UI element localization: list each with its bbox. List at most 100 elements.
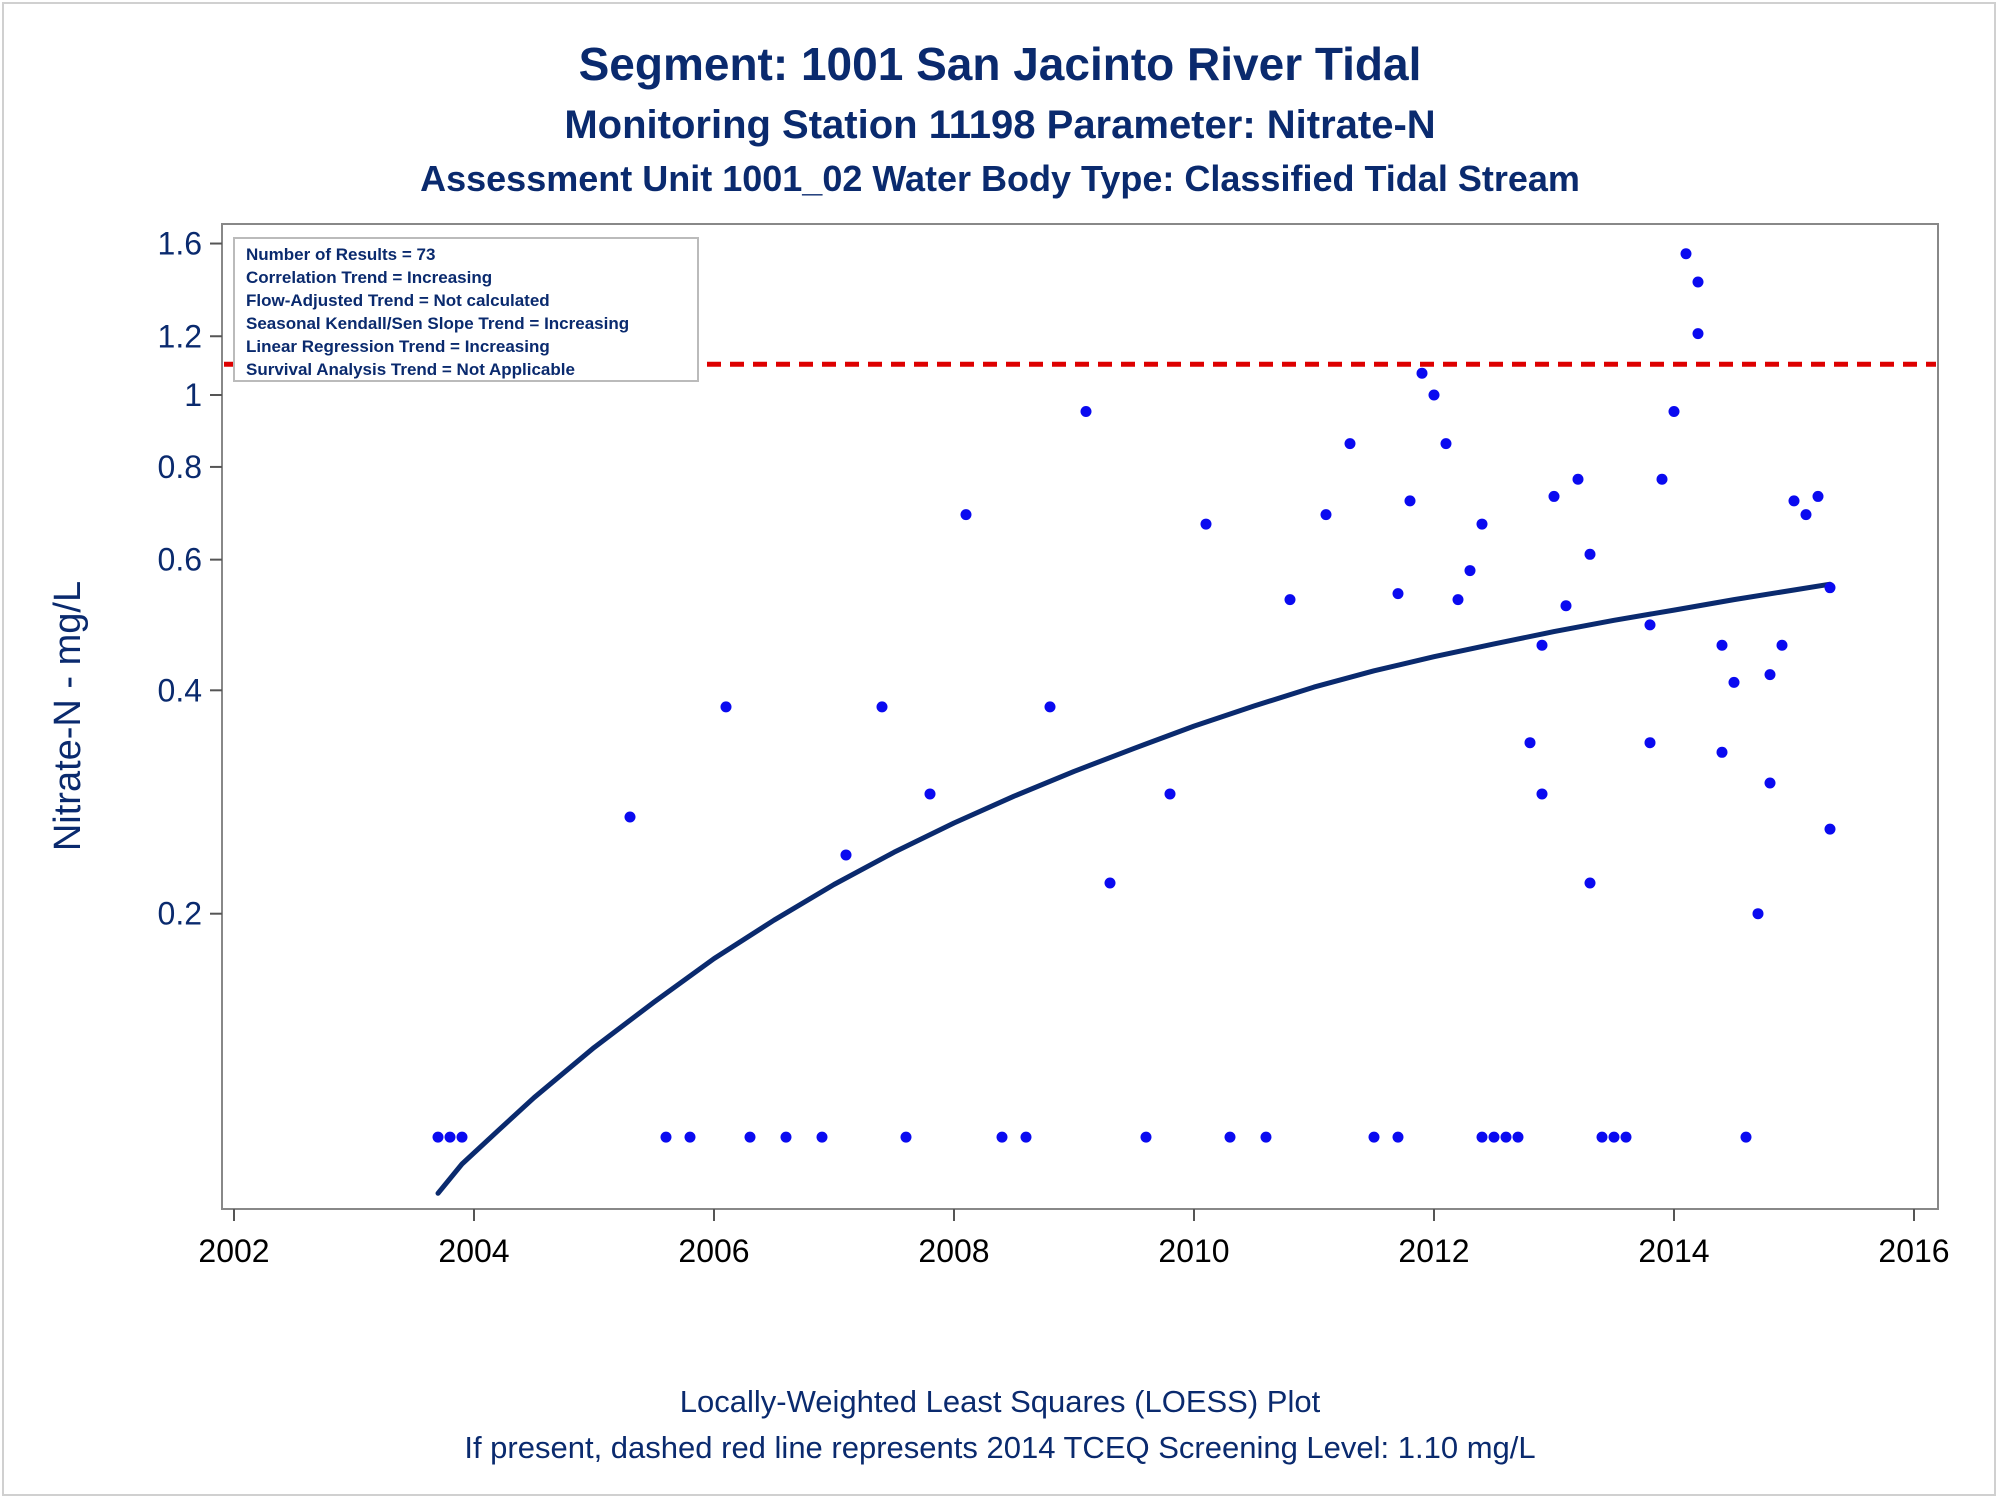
data-point (1224, 1131, 1236, 1143)
plot-area (221, 223, 1939, 1210)
data-point (1104, 877, 1116, 889)
x-tick-label: 2014 (1638, 1233, 1709, 1269)
y-tick-label: 1.2 (158, 318, 202, 354)
data-point (1656, 473, 1668, 485)
x-tick-label: 2010 (1158, 1233, 1229, 1269)
data-point (1500, 1131, 1512, 1143)
x-tick-label: 2004 (438, 1233, 509, 1269)
data-point (1584, 548, 1596, 560)
data-point (876, 701, 888, 713)
y-tick-label: 0.6 (158, 542, 202, 578)
x-axis: 2002 2004 2006 2008 2010 2012 2014 2016 (198, 1209, 1950, 1269)
data-point (1536, 639, 1548, 651)
data-point (1644, 737, 1656, 749)
data-point (456, 1131, 468, 1143)
data-point (900, 1131, 912, 1143)
data-point (1200, 518, 1212, 530)
y-tick-label: 0.2 (158, 896, 202, 932)
x-tick-label: 2006 (678, 1233, 749, 1269)
stats-line-linear-regression: Linear Regression Trend = Increasing (246, 337, 550, 356)
loess-curve-group (435, 581, 1833, 1196)
data-point (1428, 389, 1440, 401)
stats-line-survival: Survival Analysis Trend = Not Applicable (246, 360, 575, 379)
data-point (720, 701, 732, 713)
stats-box-frame (233, 237, 699, 382)
data-point (1680, 248, 1692, 260)
data-point (1536, 788, 1548, 800)
data-point (1608, 1131, 1620, 1143)
y-tick-label: 0.8 (158, 449, 202, 485)
x-tick-label: 2012 (1398, 1233, 1469, 1269)
data-point (924, 788, 936, 800)
data-point (1572, 473, 1584, 485)
data-point (1164, 788, 1176, 800)
footer-line-2: If present, dashed red line represents 2… (464, 1430, 1535, 1465)
data-point (1716, 746, 1728, 758)
data-point (1764, 777, 1776, 789)
data-point (1464, 565, 1476, 577)
data-point (1260, 1131, 1272, 1143)
data-point (1812, 490, 1824, 502)
data-point (1020, 1131, 1032, 1143)
data-point (1320, 509, 1332, 521)
data-point (1800, 509, 1812, 521)
data-point (840, 849, 852, 861)
data-point (780, 1131, 792, 1143)
data-point (1476, 1131, 1488, 1143)
x-tick-label: 2008 (918, 1233, 989, 1269)
y-axis: 0.2 0.4 0.6 0.8 1 1.2 1.6 (158, 226, 222, 932)
data-point (1344, 438, 1356, 450)
data-point (1824, 823, 1836, 835)
data-point (1596, 1131, 1608, 1143)
data-points (432, 248, 1836, 1143)
data-point (1776, 639, 1788, 651)
x-tick-label: 2002 (198, 1233, 269, 1269)
data-point (660, 1131, 672, 1143)
data-point (1764, 669, 1776, 681)
data-point (1668, 406, 1680, 418)
data-point (1692, 328, 1704, 340)
data-point (1584, 877, 1596, 889)
data-point (1512, 1131, 1524, 1143)
data-point (1788, 495, 1800, 507)
data-point (1416, 367, 1428, 379)
y-tick-label: 1.6 (158, 226, 202, 262)
data-point (432, 1131, 444, 1143)
stats-box: Number of Results = 73 Correlation Trend… (233, 237, 699, 382)
data-point (624, 811, 636, 823)
data-point (1392, 1131, 1404, 1143)
data-point (1728, 676, 1740, 688)
x-tick-label: 2016 (1878, 1233, 1949, 1269)
y-axis-label: Nitrate-N - mg/L (47, 581, 89, 851)
data-point (1560, 600, 1572, 612)
data-point (1740, 1131, 1752, 1143)
data-point (1692, 276, 1704, 288)
data-point (1284, 594, 1296, 606)
data-point (1620, 1131, 1632, 1143)
loess-curve (435, 581, 1833, 1196)
data-point (1524, 737, 1536, 749)
stats-line-correlation: Correlation Trend = Increasing (246, 268, 492, 287)
data-point (744, 1131, 756, 1143)
data-point (1140, 1131, 1152, 1143)
chart-title: Segment: 1001 San Jacinto River Tidal (579, 38, 1422, 90)
data-point (1404, 495, 1416, 507)
data-point (1824, 582, 1836, 594)
data-point (816, 1131, 828, 1143)
y-tick-label: 1 (184, 377, 202, 413)
data-point (1452, 594, 1464, 606)
data-point (996, 1131, 1008, 1143)
data-point (1716, 639, 1728, 651)
data-point (444, 1131, 456, 1143)
data-point (960, 509, 972, 521)
stats-line-results: Number of Results = 73 (246, 245, 435, 264)
y-tick-label: 0.4 (158, 672, 202, 708)
data-point (1392, 588, 1404, 600)
stats-line-seasonal-kendall: Seasonal Kendall/Sen Slope Trend = Incre… (246, 314, 629, 333)
data-point (1044, 701, 1056, 713)
data-point (1752, 908, 1764, 920)
footer-line-1: Locally-Weighted Least Squares (LOESS) P… (680, 1384, 1321, 1419)
data-point (1488, 1131, 1500, 1143)
data-point (1548, 490, 1560, 502)
